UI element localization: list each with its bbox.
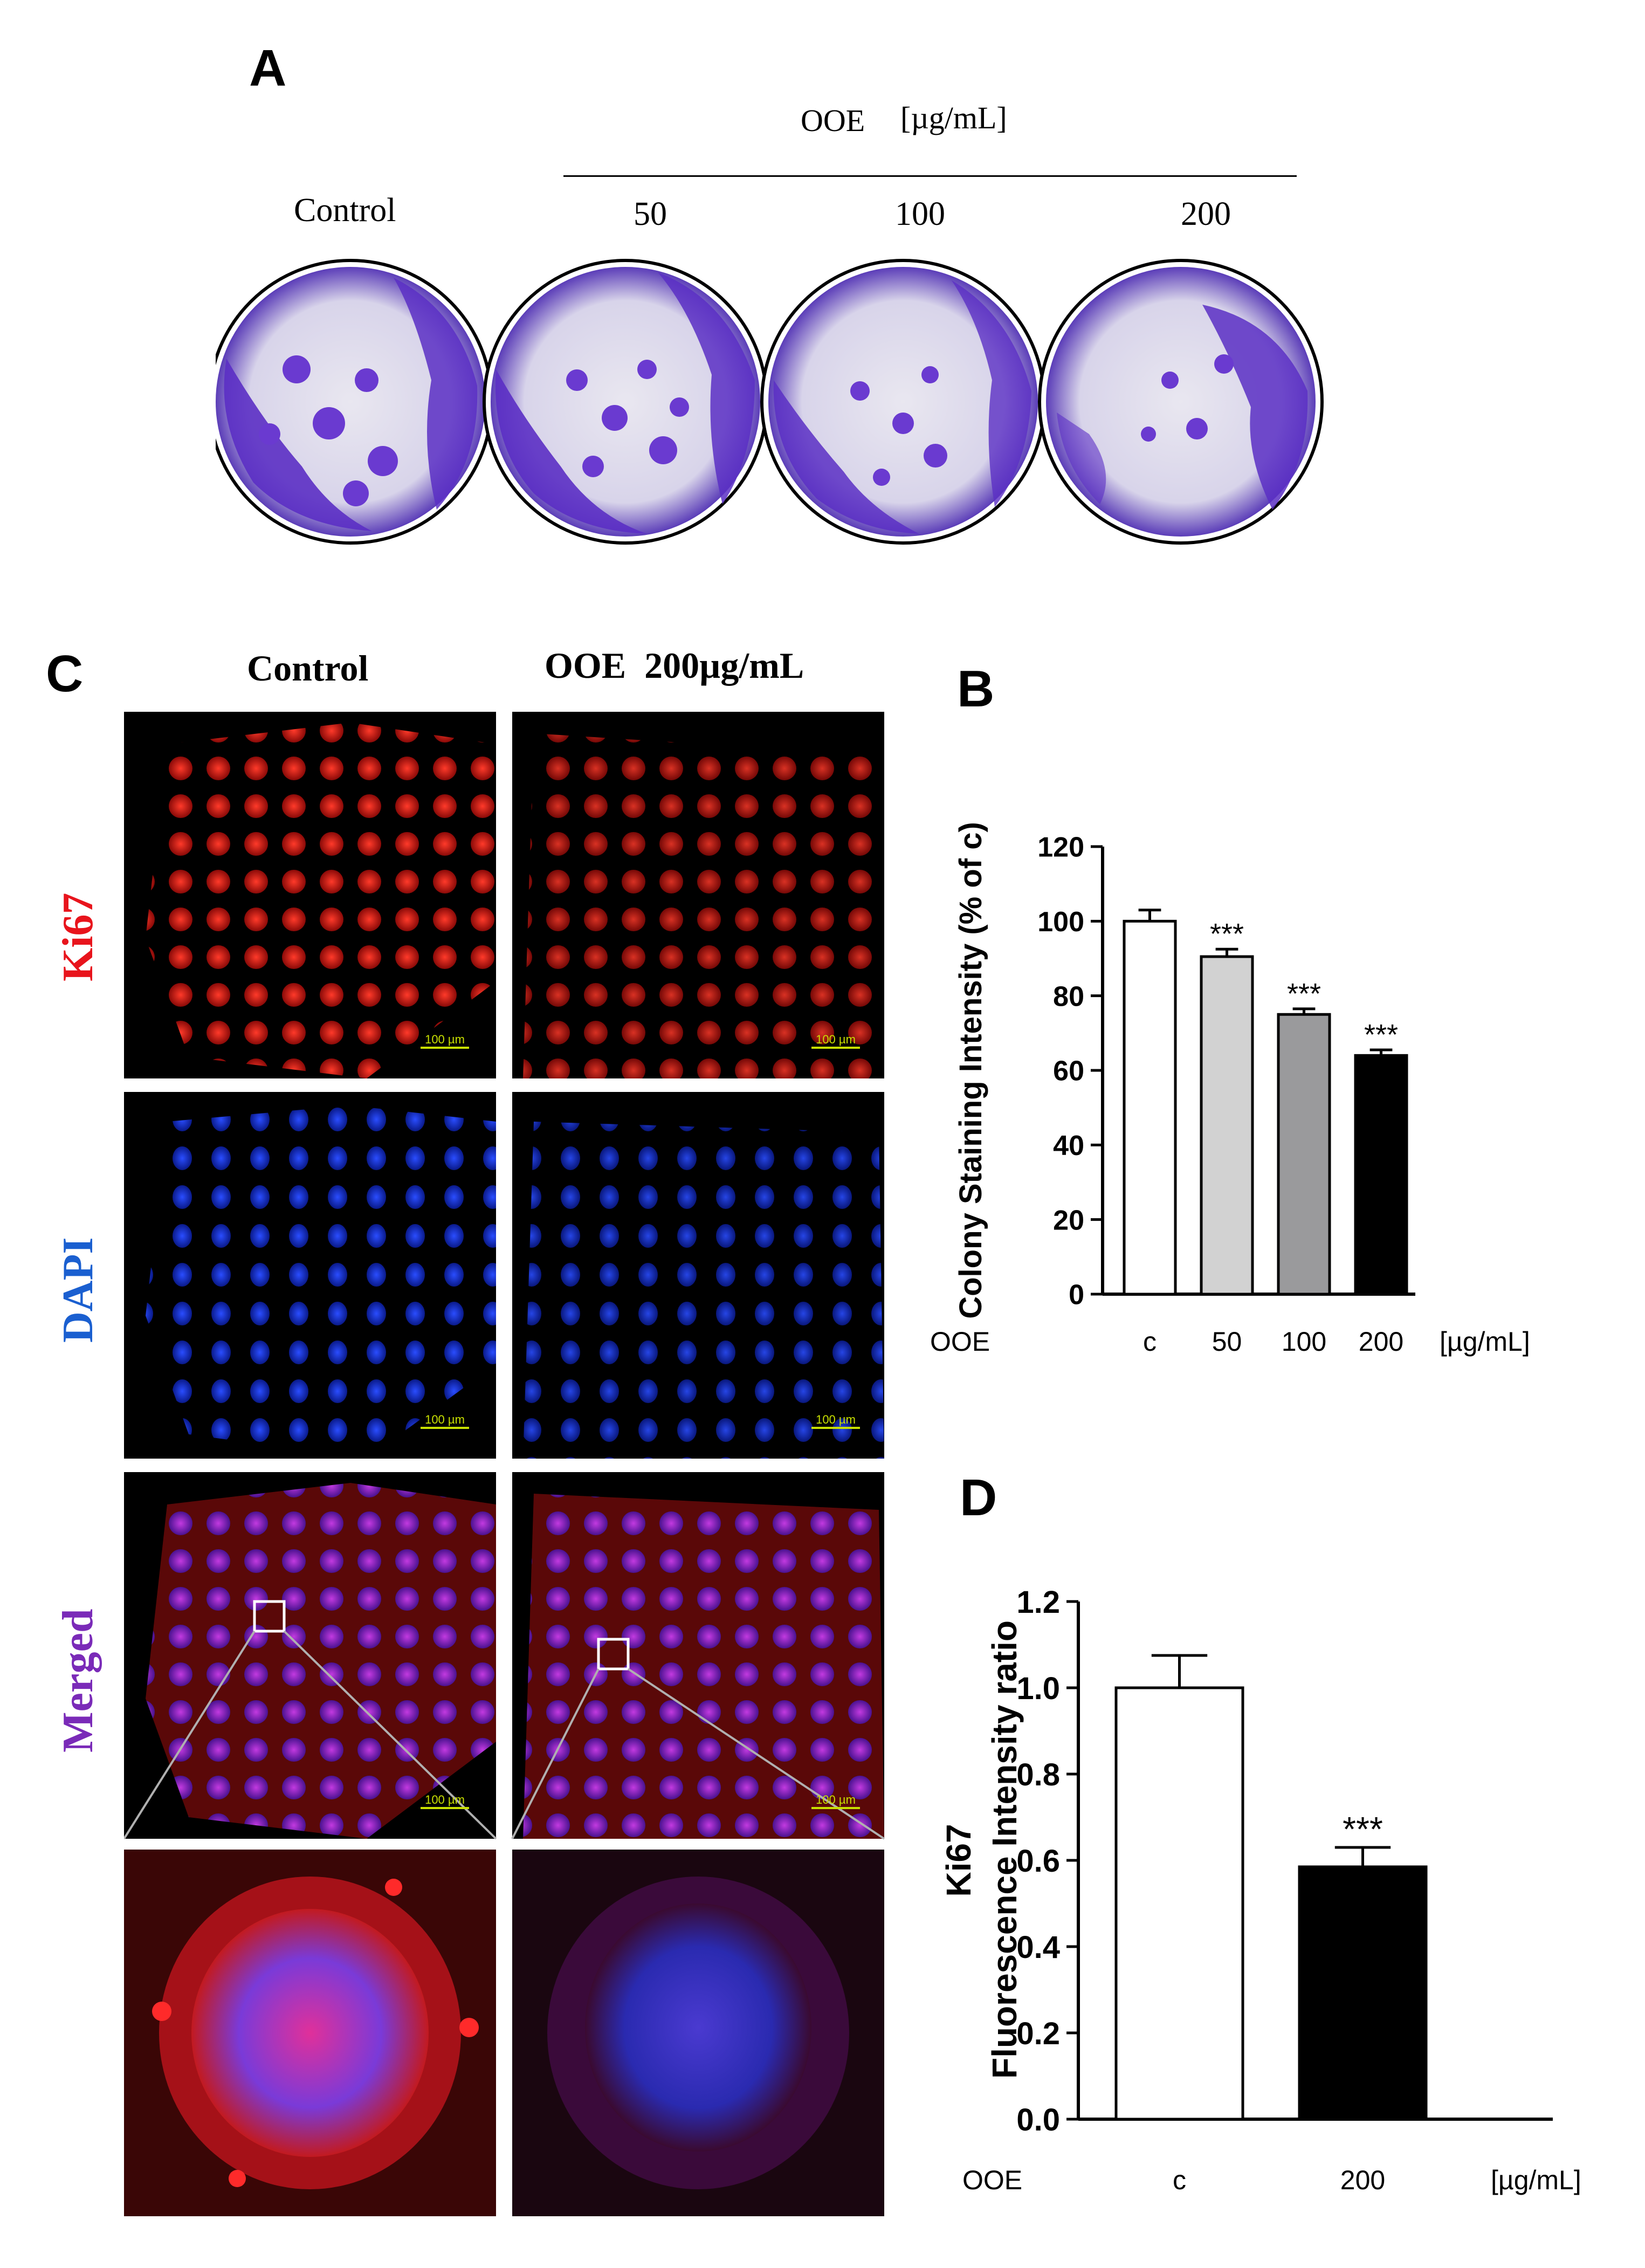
plate-100 — [760, 259, 1046, 545]
dose-label-200: 200 — [1181, 196, 1231, 232]
bar — [1200, 955, 1254, 1296]
y-axis-label: Colony Staining Intensity (% of c) — [953, 822, 988, 1319]
y-tick-label: 60 — [1053, 1056, 1084, 1087]
colony-plates — [216, 259, 1324, 545]
y-tick-label: 0.4 — [1016, 1930, 1060, 1965]
x-category-label: c — [1173, 2165, 1186, 2195]
scale-bar-ki67-treated: 100 µm — [811, 1033, 860, 1049]
row-label-merged: Merged — [54, 1609, 102, 1752]
scale-bar-line — [421, 1427, 469, 1429]
x-category-label: 50 — [1212, 1327, 1242, 1357]
y-axis-label: Ki67 — [939, 1824, 978, 1896]
x-category-label: 100 — [1282, 1327, 1326, 1357]
chart-d: D 0.0 0.2 0.4 0.6 0.8 1.0 1.2 c *** 200 OOE [µg/mL] K… — [939, 1469, 1581, 2195]
significance-label: *** — [1364, 1019, 1398, 1051]
zoom-treated-image — [512, 1850, 884, 2216]
panel-letter: D — [960, 1469, 997, 1527]
x-unit-label: [µg/mL] — [1491, 2165, 1581, 2195]
y-tick-label: 120 — [1037, 832, 1084, 863]
significance-label: *** — [1210, 918, 1244, 950]
y-tick-label: 80 — [1053, 981, 1084, 1012]
treatment-label: OOE — [801, 103, 865, 138]
bar — [1114, 1686, 1244, 2121]
row-label-dapi: DAPI — [54, 1237, 102, 1343]
significance-label: *** — [1287, 978, 1321, 1010]
x-category-label: c — [1143, 1327, 1157, 1357]
scale-bar-dapi-control: 100 µm — [421, 1413, 469, 1429]
y-tick-label: 1.2 — [1016, 1585, 1060, 1620]
scale-bar-label: 100 µm — [425, 1413, 465, 1426]
bar — [1354, 1054, 1408, 1296]
chart-b: B 0 20 40 60 80 100 120 c *** 50 *** 100 *** 200 OOE [µg… — [930, 660, 1530, 1357]
micrograph-grid — [124, 712, 885, 2216]
y-tick-label: 0.6 — [1016, 1844, 1060, 1879]
merged-control-image — [124, 1472, 497, 1840]
scale-bar-line — [421, 1047, 469, 1049]
bar — [1277, 1013, 1331, 1296]
x-unit-label: [µg/mL] — [1440, 1327, 1530, 1357]
scale-bar-dapi-treated: 100 µm — [811, 1413, 860, 1429]
y-tick-label: 0.8 — [1016, 1757, 1060, 1792]
panel-a-letter: A — [249, 39, 287, 97]
y-tick-label: 100 — [1037, 906, 1084, 938]
dapi-control-image — [124, 1092, 496, 1459]
dose-bracket-line — [563, 175, 1297, 177]
scale-bar-merged-control: 100 µm — [421, 1793, 469, 1809]
scale-bar-merged-treated: 100 µm — [811, 1793, 860, 1809]
y-tick-label: 0.0 — [1016, 2102, 1060, 2138]
ki67-treated-image — [512, 712, 884, 1078]
y-tick-label: 20 — [1053, 1205, 1084, 1236]
scale-bar-line — [421, 1807, 469, 1809]
plate-50 — [483, 259, 768, 545]
dose-label-100: 100 — [895, 196, 945, 232]
scale-bar-label: 100 µm — [816, 1793, 856, 1806]
x-prefix-label: OOE — [962, 2165, 1022, 2195]
unit-label: [µg/mL] — [900, 100, 1007, 135]
y-tick-label: 0.2 — [1016, 2016, 1060, 2051]
plate-control — [216, 259, 493, 545]
panel-letter: B — [957, 660, 994, 718]
bar — [1123, 919, 1177, 1296]
y-tick-label: 40 — [1053, 1130, 1084, 1162]
bar — [1298, 1865, 1428, 2121]
y-tick-label: 0 — [1069, 1280, 1084, 1311]
plate-200 — [1038, 259, 1324, 545]
scale-bar-label: 100 µm — [425, 1793, 465, 1806]
y-axis-label-2: Fluorescence Intensity ratio — [985, 1620, 1024, 2079]
significance-label: *** — [1343, 1810, 1383, 1848]
panel-c-letter: C — [46, 645, 84, 703]
scale-bar-label: 100 µm — [816, 1413, 856, 1426]
dapi-treated-image — [512, 1092, 884, 1459]
col-header-control: Control — [247, 648, 369, 689]
row-label-ki67: Ki67 — [54, 892, 102, 981]
scale-bar-label: 100 µm — [425, 1033, 465, 1046]
col-header-treated: OOE 200µg/mL — [545, 645, 804, 686]
zoom-control-image — [124, 1850, 496, 2216]
x-category-label: 200 — [1340, 2165, 1385, 2195]
scale-bar-label: 100 µm — [816, 1033, 856, 1046]
ki67-control-image — [124, 712, 496, 1078]
scale-bar-line — [811, 1427, 860, 1429]
dose-label-50: 50 — [634, 196, 667, 232]
scale-bar-ki67-control: 100 µm — [421, 1033, 469, 1049]
y-tick-label: 1.0 — [1016, 1671, 1060, 1706]
x-prefix-label: OOE — [930, 1327, 990, 1357]
scale-bar-line — [811, 1807, 860, 1809]
x-category-label: 200 — [1359, 1327, 1403, 1357]
merged-treated-image — [511, 1472, 885, 1840]
scale-bar-line — [811, 1047, 860, 1049]
control-label: Control — [294, 192, 396, 229]
